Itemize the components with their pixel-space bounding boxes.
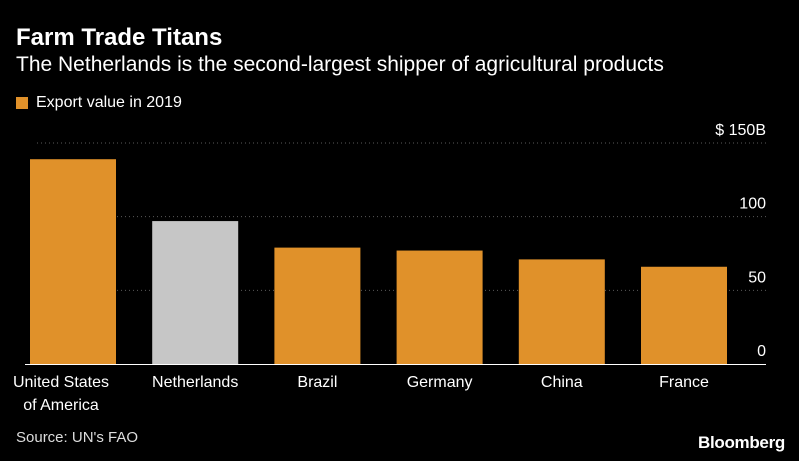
- y-tick-label: 50: [748, 269, 766, 286]
- legend: Export value in 2019: [16, 94, 182, 112]
- bar: [152, 221, 239, 364]
- bar: [396, 250, 483, 364]
- x-tick-label: Brazil: [297, 374, 337, 391]
- legend-label: Export value in 2019: [36, 94, 182, 111]
- chart-subtitle: The Netherlands is the second-largest sh…: [16, 53, 664, 76]
- x-tick-label: of America: [23, 397, 99, 414]
- bar: [274, 247, 361, 364]
- y-tick-label: 0: [757, 343, 766, 360]
- legend-swatch: [16, 97, 28, 109]
- brand-logo: Bloomberg: [697, 433, 785, 452]
- x-tick-label: United States: [13, 374, 109, 391]
- bar: [641, 266, 727, 364]
- bar: [518, 259, 605, 364]
- source-note: Source: UN's FAO: [16, 429, 139, 446]
- chart-title: Farm Trade Titans: [16, 24, 223, 51]
- x-tick-label: Germany: [407, 374, 473, 391]
- y-tick-label: 100: [739, 196, 766, 213]
- bar: [30, 159, 116, 364]
- y-tick-label: $ 150B: [715, 122, 766, 139]
- x-tick-label: China: [541, 374, 583, 391]
- x-tick-label: Netherlands: [152, 374, 238, 391]
- x-tick-label: France: [659, 374, 709, 391]
